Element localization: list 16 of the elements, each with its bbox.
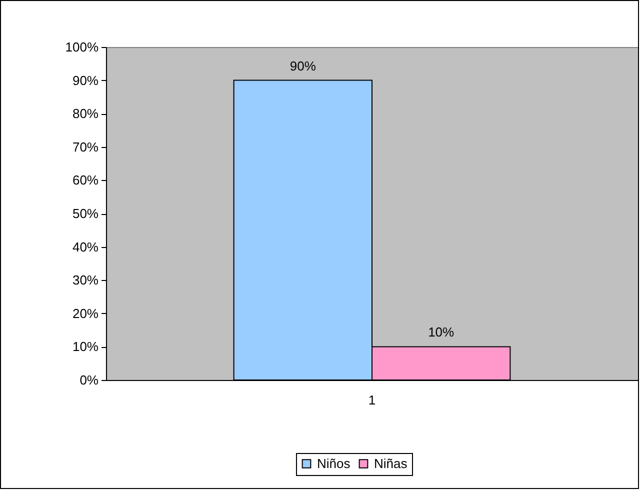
data-label: 10% xyxy=(428,324,455,340)
legend-label: Niños xyxy=(317,456,351,471)
y-tick-label: 50% xyxy=(72,206,99,221)
y-tick-label: 40% xyxy=(72,239,99,254)
y-tick-label: 10% xyxy=(72,339,99,354)
y-tick-label: 80% xyxy=(72,106,99,122)
y-tick-label: 70% xyxy=(72,139,99,154)
y-tick-label: 20% xyxy=(72,306,99,321)
y-tick-label: 0% xyxy=(80,372,99,388)
data-label: 90% xyxy=(290,58,316,74)
y-tick-label: 90% xyxy=(72,72,99,88)
y-tick-label: 30% xyxy=(72,272,99,288)
legend-label: Niñas xyxy=(374,456,408,471)
y-tick-label: 100% xyxy=(65,40,99,54)
x-tick-label: 1 xyxy=(368,392,376,408)
y-tick-label: 60% xyxy=(72,172,99,188)
